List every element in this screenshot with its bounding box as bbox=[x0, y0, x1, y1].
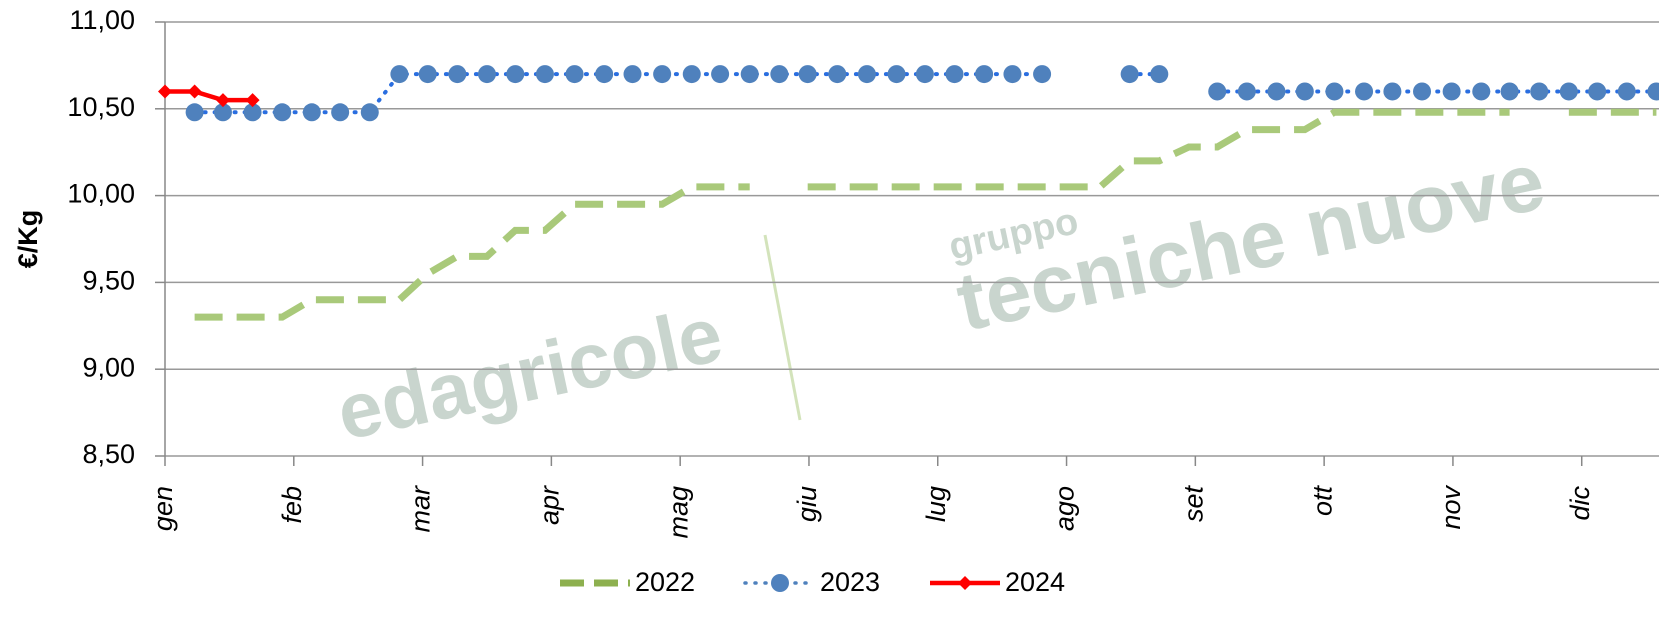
point bbox=[302, 103, 321, 122]
x-tick-label: apr bbox=[535, 485, 565, 525]
point bbox=[887, 65, 906, 84]
point bbox=[1413, 82, 1432, 101]
y-axis-label: €/Kg bbox=[13, 210, 43, 269]
x-tick-label: lug bbox=[921, 486, 951, 522]
point bbox=[1500, 82, 1519, 101]
point bbox=[828, 65, 847, 84]
point bbox=[770, 65, 789, 84]
point bbox=[535, 65, 554, 84]
point bbox=[390, 65, 409, 84]
point bbox=[711, 65, 730, 84]
point bbox=[682, 65, 701, 84]
point bbox=[1588, 82, 1607, 101]
x-tick-label: feb bbox=[277, 486, 307, 524]
series-line bbox=[194, 108, 1657, 321]
point bbox=[798, 65, 817, 84]
point bbox=[158, 84, 172, 99]
point bbox=[187, 84, 202, 99]
point bbox=[1120, 65, 1139, 84]
x-tick-label: nov bbox=[1436, 485, 1466, 530]
y-tick-label: 9,00 bbox=[82, 352, 135, 382]
point bbox=[1237, 82, 1256, 101]
x-tick-label: gen bbox=[148, 486, 178, 531]
point bbox=[448, 65, 467, 84]
point bbox=[1472, 82, 1491, 101]
point bbox=[915, 65, 934, 84]
y-tick-label: 10,00 bbox=[67, 179, 135, 209]
watermark: edagricole bbox=[330, 290, 730, 457]
x-tick-label: ott bbox=[1307, 485, 1337, 517]
x-tick-label: ago bbox=[1050, 486, 1080, 531]
point bbox=[213, 103, 232, 122]
point bbox=[331, 103, 350, 122]
y-tick-label: 9,50 bbox=[82, 266, 135, 296]
point bbox=[243, 103, 262, 122]
point bbox=[1442, 82, 1461, 101]
x-tick-label: giu bbox=[792, 486, 822, 522]
point bbox=[1295, 82, 1314, 101]
watermark-divider bbox=[763, 234, 802, 421]
x-tick-label: mar bbox=[406, 485, 436, 533]
watermark: tecniche nuove bbox=[949, 136, 1552, 349]
point bbox=[418, 65, 437, 84]
point bbox=[653, 65, 672, 84]
point bbox=[595, 65, 614, 84]
point bbox=[1647, 82, 1659, 101]
point bbox=[975, 65, 994, 84]
point bbox=[273, 103, 292, 122]
point bbox=[565, 65, 584, 84]
legend-label: 2023 bbox=[820, 567, 880, 597]
point bbox=[1267, 82, 1286, 101]
y-tick-label: 10,50 bbox=[67, 92, 135, 122]
series-line bbox=[165, 89, 253, 103]
y-tick-label: 8,50 bbox=[82, 439, 135, 469]
point bbox=[857, 65, 876, 84]
legend-label: 2024 bbox=[1005, 567, 1065, 597]
point bbox=[1003, 65, 1022, 84]
point bbox=[477, 65, 496, 84]
point bbox=[1355, 82, 1374, 101]
y-tick-label: 11,00 bbox=[69, 5, 135, 35]
point bbox=[1383, 82, 1402, 101]
x-tick-label: set bbox=[1178, 485, 1208, 523]
point bbox=[740, 65, 759, 84]
point bbox=[1617, 82, 1636, 101]
x-tick-label: mag bbox=[663, 486, 693, 539]
point bbox=[1208, 82, 1227, 101]
x-tick-label: dic bbox=[1565, 486, 1595, 521]
point bbox=[1325, 82, 1344, 101]
point bbox=[945, 65, 964, 84]
point bbox=[215, 93, 230, 108]
point bbox=[245, 93, 260, 108]
point bbox=[623, 65, 642, 84]
point bbox=[185, 103, 204, 122]
point bbox=[1530, 82, 1549, 101]
legend-label: 2022 bbox=[635, 567, 695, 597]
point bbox=[506, 65, 525, 84]
point bbox=[1033, 65, 1052, 84]
legend-marker bbox=[771, 574, 789, 592]
legend-marker bbox=[958, 576, 972, 590]
point bbox=[360, 103, 379, 122]
point bbox=[1150, 65, 1169, 84]
point bbox=[1559, 82, 1578, 101]
